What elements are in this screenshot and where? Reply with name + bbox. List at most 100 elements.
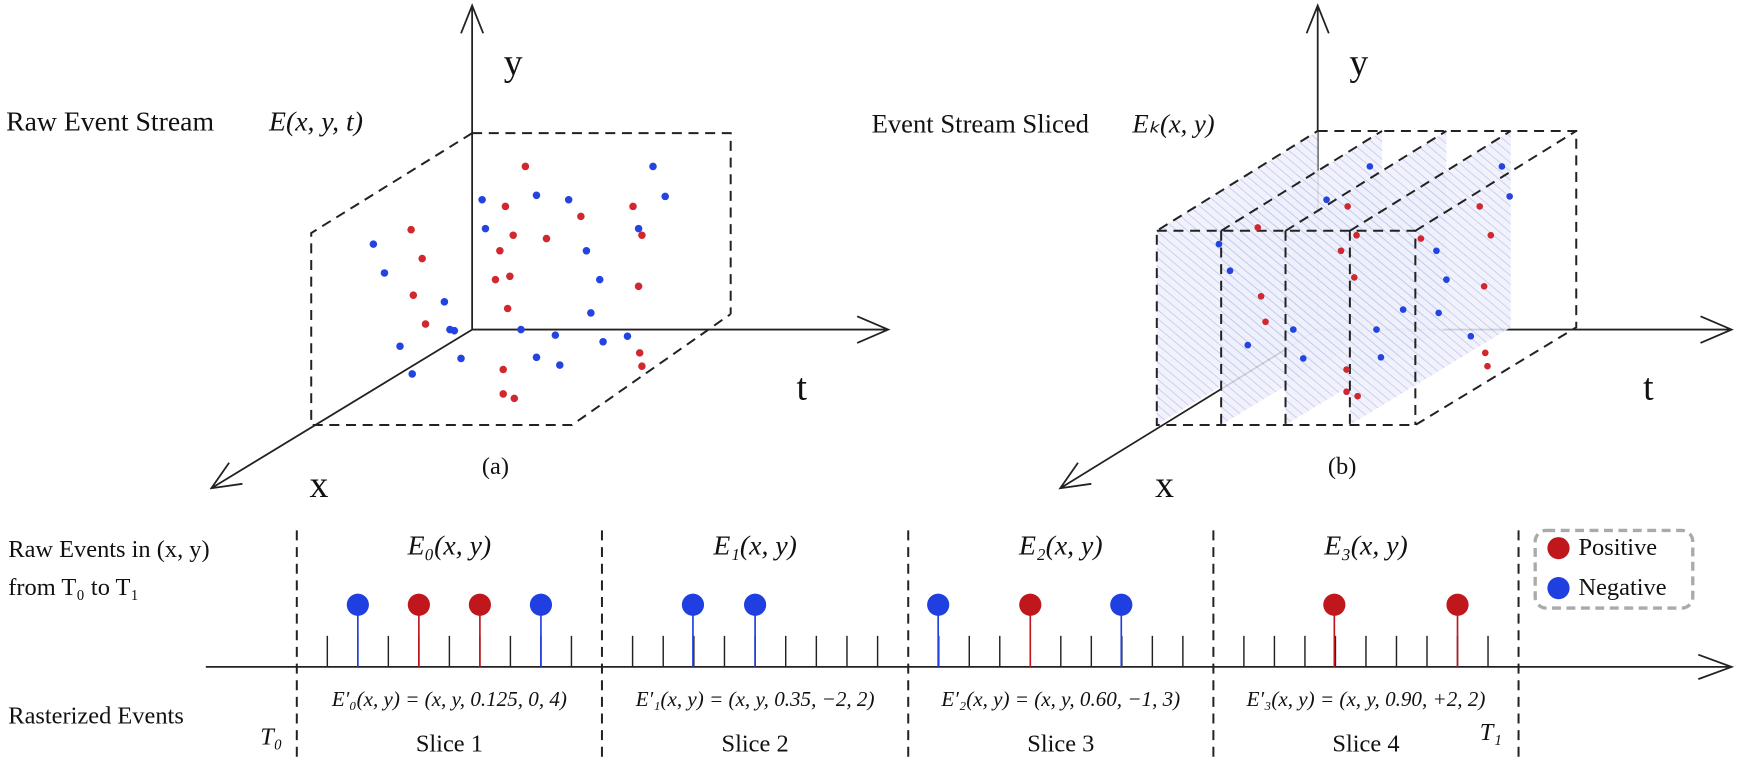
event-dot	[634, 224, 643, 233]
event-dot	[1344, 203, 1351, 210]
event-marker	[927, 593, 950, 616]
slice-formula: E′₃(x, y) = (x, y, 0.90, +2, 2)	[1246, 687, 1486, 711]
event-dot	[499, 390, 507, 398]
event-dot	[1373, 326, 1380, 333]
event-dot	[457, 354, 465, 363]
slice-box	[1155, 129, 1578, 427]
event-dot	[577, 212, 585, 221]
event-marker	[743, 593, 767, 616]
axis-label: x	[310, 464, 329, 506]
axis-label: t	[796, 366, 807, 408]
axis-label: y	[1349, 42, 1368, 84]
time-end: T₁	[1480, 719, 1502, 746]
event-dot	[1337, 247, 1345, 255]
event-marker	[407, 593, 430, 616]
event-dot	[499, 365, 507, 374]
event-dot	[409, 291, 418, 299]
event-dot	[1262, 318, 1269, 326]
event-dot	[517, 325, 525, 334]
event-dot	[1350, 274, 1358, 281]
event-marker	[1019, 593, 1042, 616]
event-dot	[506, 272, 514, 281]
event-dot	[521, 162, 530, 171]
slice-formula: E′₂(x, y) = (x, y, 0.60, −1, 3)	[940, 687, 1180, 711]
slice-name: E₁(x, y)	[712, 531, 797, 562]
event-dot	[450, 326, 459, 335]
event-dot	[1244, 341, 1252, 349]
event-dot	[481, 224, 490, 233]
event-dot	[380, 269, 389, 277]
event-dot	[1487, 231, 1495, 239]
event-dot	[532, 353, 541, 362]
title: Raw Event Stream	[6, 107, 214, 138]
event-dot	[1506, 193, 1513, 200]
panel-a: Raw Event Stream E(x, y, t) y t x (a)	[6, 3, 891, 506]
event-dot	[638, 231, 646, 240]
axis-label: x	[1155, 464, 1174, 506]
event-dot	[478, 195, 486, 204]
event-dot	[542, 234, 551, 243]
slice-formula: E′₁(x, y) = (x, y, 0.35, −2, 2)	[635, 687, 875, 711]
event-dot	[418, 254, 426, 263]
event-dot	[1257, 292, 1265, 300]
caption: (b)	[1328, 453, 1356, 480]
row-label: Rasterized Events	[8, 703, 184, 730]
event-dot	[1323, 196, 1330, 204]
event-dot	[661, 192, 669, 201]
event-marker	[346, 593, 369, 616]
event-dot	[369, 240, 378, 248]
legend-label: Positive	[1578, 534, 1657, 561]
event-marker	[529, 593, 553, 616]
timeline: Raw Events in (x, y) from T₀ to T₁ Raste…	[8, 530, 1735, 761]
event-dot	[1435, 309, 1442, 317]
event-dot	[1343, 366, 1350, 373]
event-dot	[564, 195, 573, 204]
event-dot	[582, 247, 591, 255]
caption: (a)	[482, 453, 509, 480]
event-dot	[503, 304, 512, 313]
event-dot	[1289, 326, 1297, 333]
event-marker	[1110, 593, 1133, 616]
event-dot	[638, 362, 646, 370]
event-dot	[1481, 349, 1489, 357]
bounding-box	[310, 132, 732, 427]
formula: E(x, y, t)	[268, 107, 363, 138]
event-dot	[556, 361, 564, 369]
row-label: Raw Events in (x, y)	[8, 536, 209, 563]
row-label: from T₀ to T₁	[8, 574, 139, 601]
event-dot	[509, 231, 517, 240]
legend-label: Negative	[1578, 574, 1666, 601]
event-marker	[681, 593, 705, 616]
event-dot	[1498, 163, 1506, 170]
event-dot	[629, 202, 637, 211]
legend: Positive Negative	[1533, 528, 1695, 610]
event-dot	[1480, 282, 1488, 290]
time-start: T₀	[260, 724, 282, 751]
slice-label: Slice 3	[1027, 730, 1094, 757]
event-dot	[1366, 163, 1374, 170]
event-dot	[1377, 353, 1385, 361]
event-dot	[407, 225, 415, 234]
event-dot	[1215, 240, 1223, 248]
event-dot	[1399, 306, 1407, 313]
event-dot	[587, 309, 595, 317]
event-dot	[496, 247, 504, 255]
event-dot	[532, 191, 541, 200]
slice-label: Slice 1	[416, 730, 483, 757]
event-dot	[491, 275, 500, 284]
legend-marker	[1547, 577, 1570, 600]
event-dot	[634, 282, 643, 291]
event-dot	[1353, 231, 1360, 239]
event-dot	[595, 275, 604, 284]
legend-marker	[1547, 537, 1570, 560]
title: Event Stream Sliced	[872, 109, 1089, 139]
event-dot	[1417, 235, 1425, 242]
legend-box	[1533, 528, 1695, 610]
event-dot	[501, 202, 510, 211]
event-dot	[649, 162, 657, 171]
axes	[209, 3, 891, 490]
slice-plane	[1156, 130, 1318, 426]
event-dot	[440, 298, 449, 306]
slice-label: Slice 2	[722, 730, 789, 757]
event-marker	[1323, 593, 1346, 616]
